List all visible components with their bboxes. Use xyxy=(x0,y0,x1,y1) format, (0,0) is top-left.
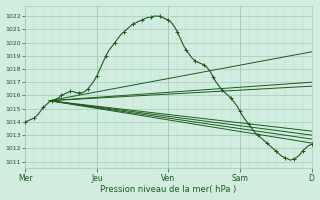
X-axis label: Pression niveau de la mer( hPa ): Pression niveau de la mer( hPa ) xyxy=(100,185,236,194)
